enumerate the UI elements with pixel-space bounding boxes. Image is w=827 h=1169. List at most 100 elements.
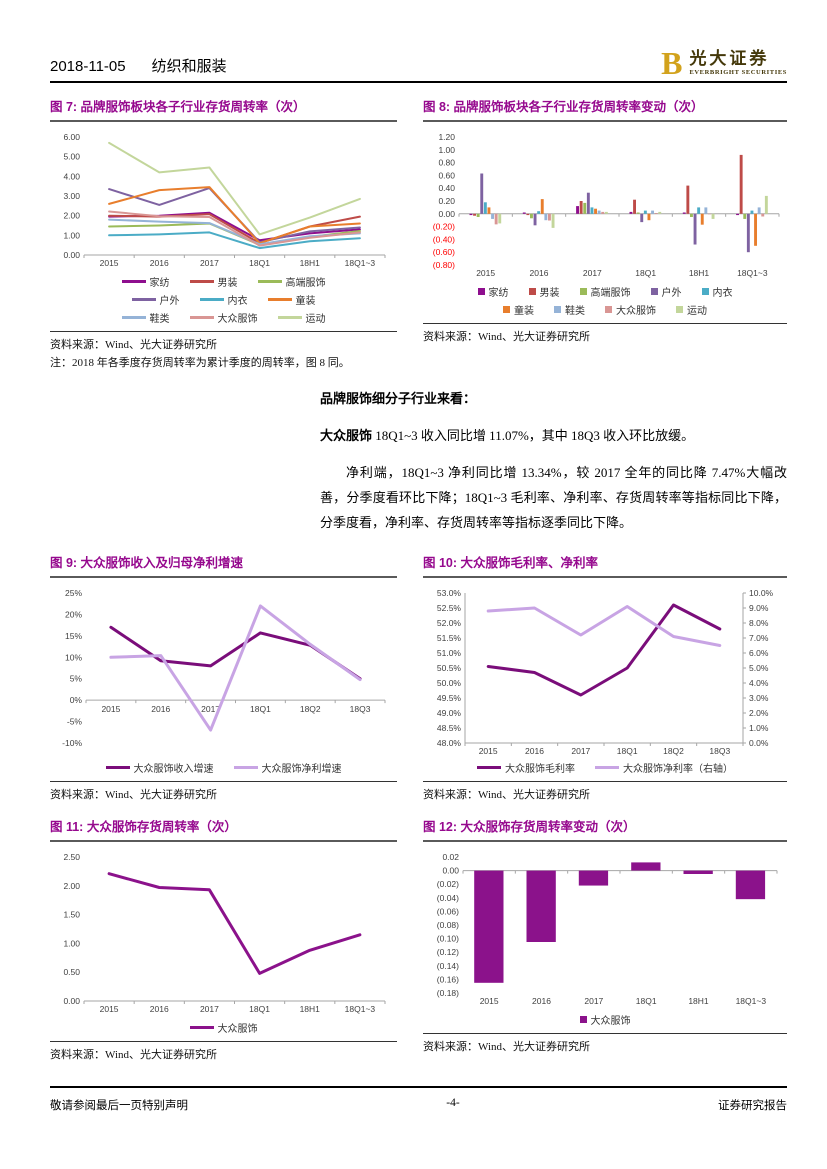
svg-text:2015: 2015 (101, 704, 120, 714)
legend-item: 童装 (503, 302, 534, 317)
legend-item: 内衣 (701, 284, 733, 299)
svg-text:18Q1: 18Q1 (617, 746, 638, 756)
svg-text:0.80: 0.80 (438, 158, 455, 168)
legend-line-swatch-icon (189, 280, 214, 283)
svg-text:7.0%: 7.0% (749, 633, 769, 643)
figure10-legend: 大众服饰毛利率 大众服饰净利率（右轴） (423, 760, 787, 775)
svg-text:2015: 2015 (100, 1004, 119, 1014)
svg-text:50.0%: 50.0% (437, 678, 462, 688)
legend-item: 家纺 (121, 274, 170, 289)
figure12-legend: 大众服饰 (423, 1012, 787, 1027)
figure8-source: 资料来源：Wind、光大证券研究所 (423, 323, 787, 344)
svg-text:(0.12): (0.12) (437, 947, 459, 957)
svg-text:5.0%: 5.0% (749, 663, 769, 673)
svg-text:(0.02): (0.02) (437, 879, 459, 889)
legend-item: 大众服饰净利率（右轴） (595, 760, 733, 775)
legend-row: 大众服饰 (423, 1012, 787, 1027)
figure12-panel: 图 12: 大众服饰存货周转率变动（次） 0.02 0.00 (0.02) (0.04… (423, 816, 787, 1062)
legend-row: 户外 内衣 童装 (50, 292, 397, 307)
svg-text:48.0%: 48.0% (437, 738, 462, 748)
svg-text:15%: 15% (65, 631, 82, 641)
svg-text:0.00: 0.00 (442, 866, 459, 876)
svg-text:48.5%: 48.5% (437, 723, 462, 733)
series-bars (491, 207, 761, 221)
legend-line-swatch-icon (189, 1026, 214, 1029)
svg-text:0.40: 0.40 (438, 183, 455, 193)
legend-label: 童装 (295, 296, 316, 307)
legend-label: 家纺 (149, 278, 170, 289)
figure11-source: 资料来源：Wind、光大证券研究所 (50, 1041, 397, 1062)
svg-text:0.00: 0.00 (63, 996, 80, 1006)
legend-row: 家纺 男装 高端服饰 户外 内衣 (423, 284, 787, 299)
svg-text:1.50: 1.50 (63, 910, 80, 920)
figure7-legend: 家纺 男装 高端服饰 户外 内衣 童装 鞋类 大众服饰 运动 (50, 274, 397, 325)
figure-row-1: 图 7: 品牌服饰板块各子行业存货周转率（次） 6.00 5.00 4.00 3.00… (50, 96, 787, 370)
legend-label: 户外 (661, 288, 682, 299)
series-line (108, 210, 361, 247)
figure11-panel: 图 11: 大众服饰存货周转率（次） 2.50 2.00 1.50 1.00 0.50 0… (50, 816, 397, 1062)
legend-label: 大众服饰 (616, 306, 656, 317)
legend-label: 户外 (159, 296, 180, 307)
svg-text:2017: 2017 (200, 1004, 219, 1014)
figure-row-3: 图 11: 大众服饰存货周转率（次） 2.50 2.00 1.50 1.00 0.50 0… (50, 816, 787, 1062)
figure-row-2: 图 9: 大众服饰收入及归母净利增速 25% 20% 15% 10% 5% 0% -5% -1… (50, 552, 787, 802)
legend-square-swatch-icon (650, 288, 658, 295)
body-text: 品牌服饰细分子行业来看： 大众服饰 18Q1~3 收入同比增 11.07%，其中… (320, 386, 787, 535)
svg-text:2.0%: 2.0% (749, 708, 769, 718)
legend-item: 大众服饰 (605, 302, 656, 317)
legend-item: 大众服饰收入增速 (105, 760, 214, 775)
axis: 1.20 1.00 0.80 0.60 0.40 0.20 0.00 (0.20) (0.40)… (433, 132, 780, 278)
legend-square-swatch-icon (554, 306, 561, 313)
svg-text:2016: 2016 (151, 704, 170, 714)
legend-square-swatch-icon (579, 1016, 587, 1023)
body-paragraph-1-lead: 大众服饰 (320, 428, 373, 443)
legend-line-swatch-icon (131, 298, 156, 301)
figure7-title: 图 7: 品牌服饰板块各子行业存货周转率（次） (50, 96, 397, 122)
legend-item: 大众服饰 (189, 310, 258, 325)
body-heading: 品牌服饰细分子行业来看： (320, 391, 477, 406)
svg-text:6.0%: 6.0% (749, 648, 769, 658)
series-bars (474, 862, 766, 983)
legend-item: 户外 (131, 292, 180, 307)
svg-text:2016: 2016 (530, 268, 549, 278)
series-bars (469, 206, 739, 216)
legend-item: 运动 (277, 310, 326, 325)
report-date: 2018-11-05 (50, 58, 126, 75)
legend-label: 高端服饰 (285, 278, 326, 289)
brand-name-en: EVERBRIGHT SECURITIES (689, 69, 787, 76)
legend-square-swatch-icon (528, 288, 536, 295)
series-bars (487, 199, 757, 246)
legend-line-swatch-icon (267, 298, 292, 301)
figure7-source: 资料来源：Wind、光大证券研究所 (50, 331, 397, 352)
legend-line-swatch-icon (121, 280, 146, 283)
legend-item: 鞋类 (121, 310, 170, 325)
legend-label: 大众服饰 (590, 1016, 631, 1027)
legend-line-swatch-icon (595, 766, 619, 769)
series-line (486, 605, 722, 647)
axis: 53.0% 52.5% 52.0% 51.5% 51.0% 50.5% 50.0% 49.5%… (437, 588, 774, 756)
body-paragraph-2: 净利端，18Q1~3 净利同比增 13.34%，较 2017 全年的同比降 7.… (320, 465, 787, 530)
figure7-note: 注：2018 年各季度存货周转率为累计季度的周转率，图 8 同。 (50, 357, 350, 369)
figure8-panel: 图 8: 品牌服饰板块各子行业存货周转率变动（次） 1.20 1.00 0.80 0.… (423, 96, 787, 370)
axis: 25% 20% 15% 10% 5% 0% -5% -10% 2015 2016 2017 18Q1 1… (62, 588, 386, 748)
figure10-title: 图 10: 大众服饰毛利率、净利率 (423, 552, 787, 578)
series-line (486, 603, 722, 697)
svg-text:9.0%: 9.0% (749, 603, 769, 613)
svg-text:1.00: 1.00 (63, 230, 80, 240)
legend-row: 童装 鞋类 大众服饰 运动 (423, 302, 787, 317)
page-footer: 敬请参阅最后一页特别声明 -4- 证券研究报告 (50, 1086, 787, 1113)
axis: 0.02 0.00 (0.02) (0.04) (0.06) (0.08) (0.10) (0… (437, 852, 778, 1006)
svg-text:-5%: -5% (67, 717, 83, 727)
svg-text:(0.04): (0.04) (437, 893, 459, 903)
svg-text:2015: 2015 (476, 268, 495, 278)
svg-text:0.20: 0.20 (438, 196, 455, 206)
series-bars (498, 195, 768, 228)
axis: 2.50 2.00 1.50 1.00 0.50 0.00 2015 2016 2017 18Q1… (63, 852, 386, 1014)
svg-text:20%: 20% (65, 609, 82, 619)
svg-text:1.00: 1.00 (63, 938, 80, 948)
svg-text:25%: 25% (65, 588, 82, 598)
report-category: 纺织和服装 (151, 58, 227, 75)
figure9-panel: 图 9: 大众服饰收入及归母净利增速 25% 20% 15% 10% 5% 0% -5% -1… (50, 552, 397, 802)
legend-line-swatch-icon (257, 280, 282, 283)
svg-text:2017: 2017 (201, 704, 220, 714)
